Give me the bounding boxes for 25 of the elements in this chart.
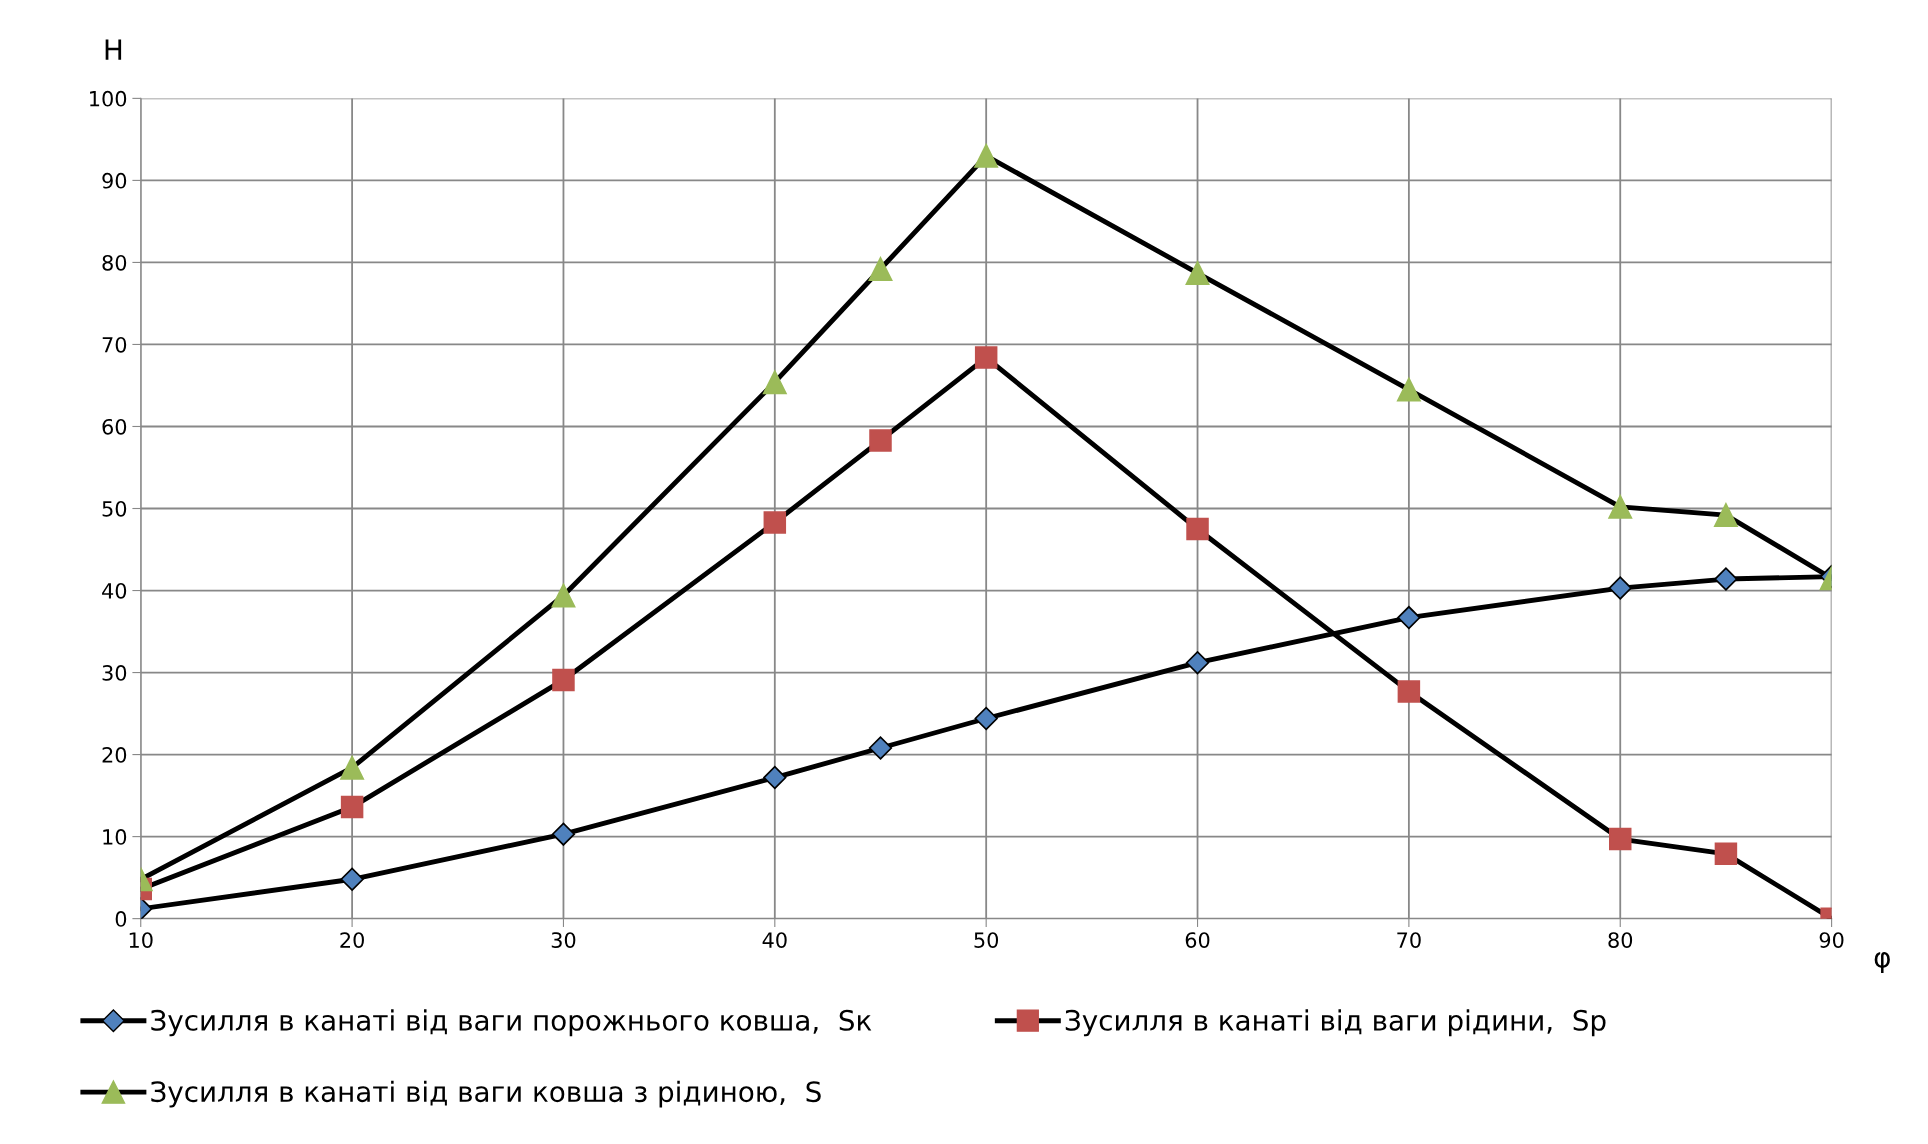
x-tick-label: 70 [1397, 932, 1421, 948]
y-tick-label: 100 [90, 90, 127, 107]
x-tick-label: 30 [551, 932, 576, 948]
x-tick-label: 80 [1608, 932, 1633, 948]
legend-label: Зусилля в канаті від ваги порожнього ковша, Sк [151, 1009, 872, 1037]
x-tick-label: 40 [762, 932, 787, 948]
x-tick-label: 60 [1185, 932, 1210, 948]
y-tick-label: 80 [102, 254, 127, 271]
x-tick-label: 50 [974, 932, 999, 948]
y-tick-label: 90 [102, 172, 127, 189]
y-tick-label: 70 [102, 336, 127, 353]
y-tick-label: 60 [102, 418, 127, 435]
y-tick-label: 10 [103, 829, 127, 845]
y-tick-label: 40 [102, 582, 127, 599]
y-tick-label: 0 [115, 911, 127, 927]
legend-label: Зусилля в канаті від ваги рідини, Sр [1065, 1009, 1606, 1037]
x-axis-title: φ [1874, 952, 1890, 974]
legend-label: Зусилля в канаті від ваги ковша з рідиною, S [151, 1080, 821, 1108]
y-axis-title: Н [105, 39, 122, 60]
y-tick-label: 50 [102, 500, 127, 517]
y-tick-label: 20 [102, 747, 127, 763]
x-tick-label: 90 [1819, 932, 1844, 948]
y-tick-label: 30 [102, 665, 127, 681]
x-tick-label: 20 [340, 932, 364, 948]
x-tick-label: 10 [129, 932, 153, 948]
